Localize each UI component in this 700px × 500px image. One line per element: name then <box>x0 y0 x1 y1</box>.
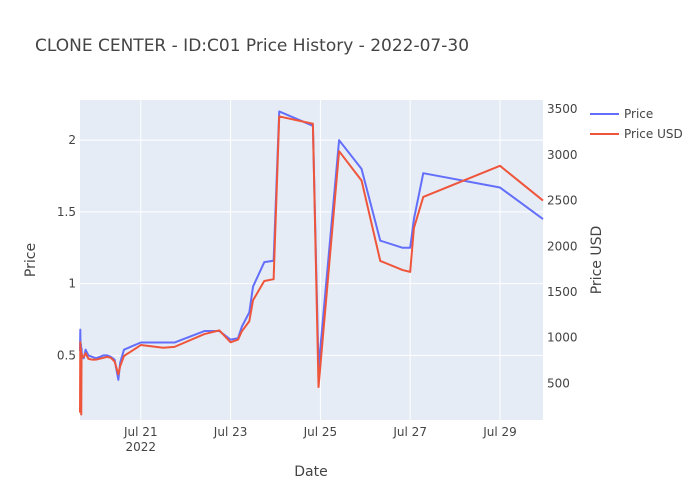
x-axis-title: Date <box>294 464 327 480</box>
y2-tick-label: 3000 <box>547 148 578 162</box>
legend: Price Price USD <box>590 107 683 141</box>
legend-label: Price USD <box>624 127 683 141</box>
y-tick-label: 2 <box>68 133 76 147</box>
x-tick-label: Jul 21 <box>123 425 158 439</box>
y2-axis-title: Price USD <box>589 226 605 295</box>
y-axis-title: Price <box>23 243 39 277</box>
y2-tick-label: 2500 <box>547 194 578 208</box>
grid-lines <box>80 100 543 420</box>
x-tick-label: Jul 27 <box>392 425 427 439</box>
y2-tick-label: 3500 <box>547 102 578 116</box>
plot-area <box>80 100 543 420</box>
x-tick-label: Jul 25 <box>303 425 338 439</box>
y2-tick-label: 2000 <box>547 239 578 253</box>
series-lines <box>79 110 544 416</box>
x-tick-label: Jul 23 <box>213 425 248 439</box>
y2-tick-label: 500 <box>547 376 570 390</box>
x-tick-label: Jul 29 <box>482 425 517 439</box>
chart-title: CLONE CENTER - ID:C01 Price History - 20… <box>35 36 469 56</box>
legend-label: Price <box>624 107 653 121</box>
y2-axis-ticks: 500 1000 1500 2000 2500 3000 3500 <box>547 102 578 390</box>
y-tick-label: 1.5 <box>57 205 76 219</box>
y2-tick-label: 1000 <box>547 331 578 345</box>
y-tick-label: 1 <box>68 277 76 291</box>
y2-tick-label: 1500 <box>547 285 578 299</box>
y-tick-label: 0.5 <box>57 348 76 362</box>
y-axis-ticks: 0.5 1 1.5 2 <box>57 133 76 362</box>
series-line-price-usd <box>79 115 544 416</box>
x-tick-year-label: 2022 <box>126 440 157 454</box>
